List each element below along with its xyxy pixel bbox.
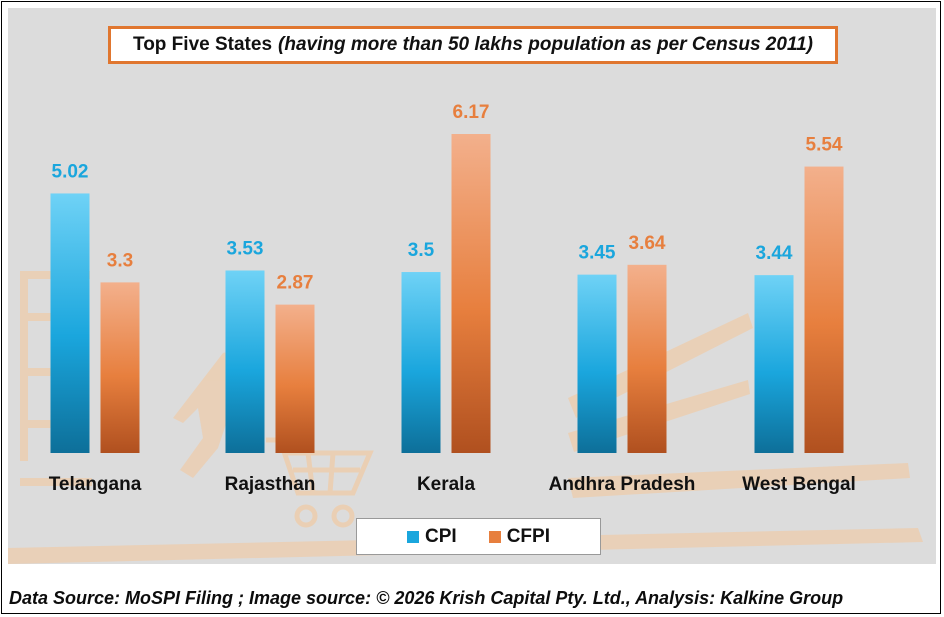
category-label-west-bengal: West Bengal — [742, 474, 856, 495]
category-label-telangana: Telangana — [49, 474, 142, 495]
chart-title-main: Top Five States — [133, 34, 273, 55]
data-label-cpi-west-bengal: 3.44 — [756, 243, 793, 264]
bar-cfpi-rajasthan — [275, 304, 315, 453]
data-label-cpi-telangana: 5.02 — [52, 161, 89, 182]
bar-cpi-andhra-pradesh — [577, 274, 617, 453]
legend-item-cfpi: CFPI — [488, 525, 550, 548]
bar-cfpi-kerala — [451, 134, 491, 453]
category-label-kerala: Kerala — [417, 474, 476, 495]
chart-title: Top Five States (having more than 50 lak… — [108, 26, 838, 64]
bar-chart: 5.02 3.3 Telangana 3.53 2.87 Rajasthan 3.5 6.17… — [49, 102, 856, 495]
data-label-cpi-andhra-pradesh: 3.45 — [579, 243, 616, 264]
category-label-andhra-pradesh: Andhra Pradesh — [549, 474, 696, 495]
data-label-cfpi-telangana: 3.3 — [107, 250, 133, 271]
legend: CPI CFPI — [356, 518, 601, 555]
data-label-cfpi-west-bengal: 5.54 — [806, 135, 843, 156]
data-label-cfpi-rajasthan: 2.87 — [277, 273, 314, 294]
data-label-cfpi-kerala: 6.17 — [453, 102, 490, 123]
source-footer: Data Source: MoSPI Filing ; Image source… — [9, 588, 844, 608]
legend-swatch-cfpi — [488, 530, 501, 543]
category-label-rajasthan: Rajasthan — [225, 474, 316, 495]
legend-swatch-cpi — [407, 530, 420, 543]
plot-area: 5.02 3.3 Telangana 3.53 2.87 Rajasthan 3.5 6.17… — [8, 8, 936, 564]
bar-cpi-west-bengal — [754, 275, 794, 453]
legend-label-cpi: CPI — [425, 525, 457, 547]
bar-cfpi-west-bengal — [804, 166, 844, 453]
data-label-cfpi-andhra-pradesh: 3.64 — [629, 233, 666, 254]
chart-title-subtitle: (having more than 50 lakhs population as… — [278, 34, 813, 55]
bar-cfpi-telangana — [100, 282, 140, 453]
bar-cpi-telangana — [50, 193, 90, 454]
data-label-cpi-rajasthan: 3.53 — [227, 238, 264, 259]
bar-cfpi-andhra-pradesh — [627, 264, 667, 453]
legend-item-cpi: CPI — [407, 526, 457, 548]
bar-cpi-kerala — [401, 272, 441, 453]
data-label-cpi-kerala: 3.5 — [408, 240, 435, 261]
legend-label-cfpi: CFPI — [506, 525, 550, 547]
bar-cpi-rajasthan — [225, 270, 265, 453]
